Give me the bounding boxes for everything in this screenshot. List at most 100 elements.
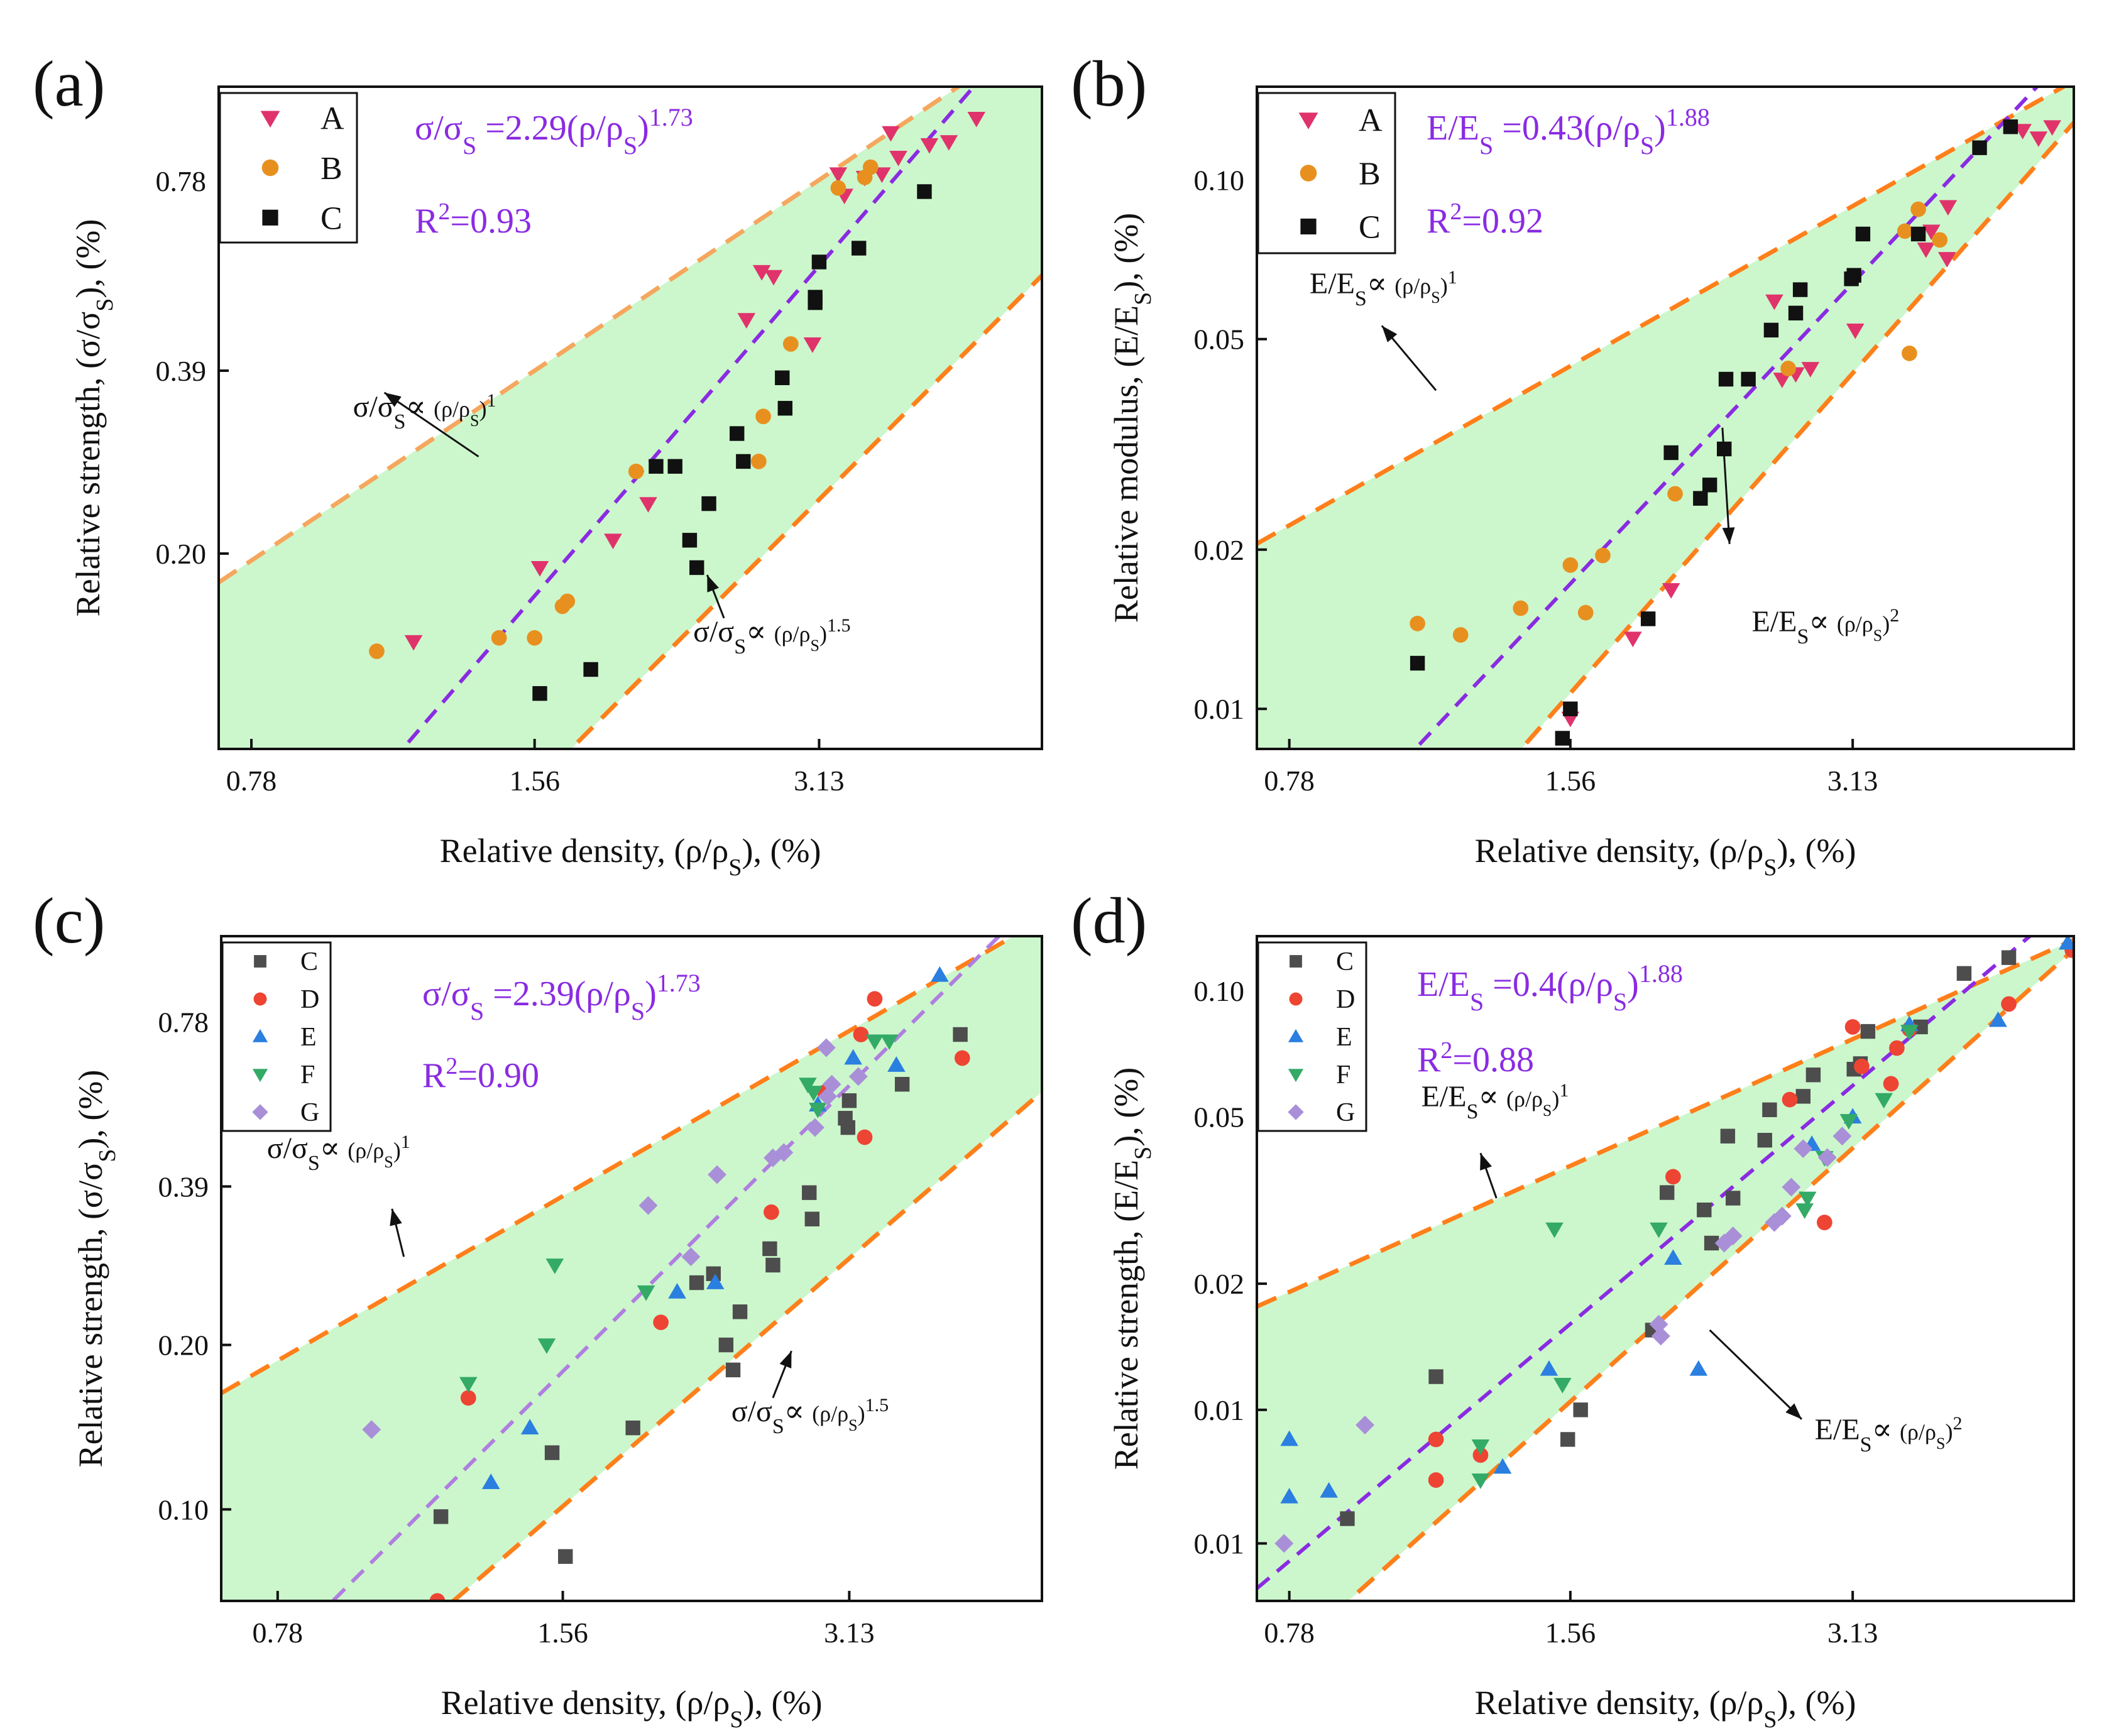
fit-line	[1412, 87, 2040, 749]
data-point	[848, 1067, 868, 1086]
data-point	[804, 1086, 823, 1101]
series-B	[1410, 201, 1948, 643]
data-point	[844, 1049, 862, 1065]
legend-label: B	[320, 151, 342, 187]
data-point	[1428, 1472, 1444, 1488]
plot-area-d	[1257, 936, 2074, 1601]
y-tick-label: 0.78	[158, 1007, 209, 1039]
x-axis-label: Relative density, (ρ/ρS), (%)	[1475, 1684, 1856, 1733]
fit-equation: σ/σS =2.39(ρ/ρS)1.73	[422, 969, 701, 1025]
data-point	[708, 1165, 727, 1184]
data-point	[1902, 346, 1917, 361]
data-point	[554, 598, 571, 614]
data-point	[889, 150, 907, 167]
data-point	[1889, 1040, 1905, 1056]
data-point	[1718, 371, 1734, 387]
panel-b: 0.78 1.56 3.13 0.01 0.02 0.05 0.10 Relative den…	[1071, 48, 2075, 881]
data-point	[764, 1204, 779, 1220]
data-point	[1659, 1185, 1675, 1200]
data-point	[841, 1093, 857, 1108]
panel-d: 0.78 1.56 3.13 0.01 0.01 0.02 0.05 0.10 Relative…	[1071, 885, 2075, 1733]
data-point	[1320, 1482, 1338, 1498]
y-tick-label: 0.78	[156, 165, 207, 197]
legend-marker	[254, 955, 266, 968]
series-C	[532, 184, 932, 701]
data-point	[1553, 1378, 1572, 1394]
legend-marker	[1288, 1104, 1304, 1120]
legend-box	[219, 92, 358, 244]
data-point	[857, 1129, 873, 1145]
data-point	[1560, 1432, 1575, 1447]
data-point	[894, 1077, 910, 1092]
data-point	[1689, 1360, 1708, 1376]
x-axis-label: Relative density, (ρ/ρS), (%)	[441, 1684, 823, 1733]
data-point	[1910, 201, 1926, 217]
annotation-arrow	[1709, 1329, 1803, 1420]
data-point	[1854, 1058, 1870, 1074]
data-point	[689, 560, 704, 576]
data-point	[774, 1143, 794, 1162]
data-point	[706, 1274, 725, 1289]
data-point	[1573, 1402, 1588, 1417]
panel-label: (c)	[33, 885, 105, 957]
data-point	[404, 635, 423, 651]
y-tick-label: 0.39	[156, 355, 207, 387]
legend-marker	[1298, 112, 1318, 129]
legend-marker	[252, 1069, 268, 1083]
legend-marker	[261, 159, 279, 177]
data-point	[1649, 1314, 1668, 1334]
r-squared: R2=0.88	[1417, 1037, 1534, 1079]
x-tick-label: 3.13	[1827, 1617, 1878, 1649]
data-point	[1513, 600, 1529, 616]
data-point	[737, 313, 756, 329]
confidence-band	[221, 936, 1042, 1601]
legend-label: G	[1336, 1098, 1355, 1127]
plot-area-a	[219, 87, 1042, 749]
data-point	[775, 370, 790, 385]
data-point	[1801, 362, 1820, 378]
legend-marker	[252, 1029, 268, 1042]
data-point	[369, 643, 385, 659]
data-point	[1340, 1511, 1355, 1526]
data-point	[2003, 119, 2019, 134]
data-point	[1540, 1360, 1558, 1376]
data-point	[811, 254, 827, 270]
data-point	[867, 991, 883, 1007]
legend-marker	[253, 992, 267, 1006]
data-point	[750, 454, 767, 469]
confidence-band	[1257, 939, 2074, 1601]
data-point	[1772, 1206, 1792, 1226]
data-point	[1563, 701, 1578, 716]
legend-label: B	[1359, 156, 1381, 192]
data-point	[1762, 1102, 1777, 1118]
x-tick-label: 0.78	[253, 1617, 304, 1649]
data-point	[1663, 445, 1679, 461]
data-point	[1651, 1326, 1670, 1346]
data-point	[920, 138, 939, 154]
data-point	[857, 169, 873, 185]
data-point	[1765, 294, 1783, 310]
data-point	[1897, 223, 1913, 239]
data-point	[725, 1362, 741, 1378]
data-point	[583, 662, 598, 677]
data-point	[1773, 373, 1792, 388]
power-law-annotation: σ/σS∝ (ρ/ρS)1	[267, 1131, 410, 1174]
plot-area-c	[221, 936, 1042, 1601]
lower-bound-line	[567, 273, 1042, 749]
legend-box	[221, 941, 332, 1132]
data-point	[752, 265, 771, 281]
data-point	[1846, 323, 1865, 339]
legend-label: A	[1359, 103, 1383, 139]
arrow-head	[1480, 1153, 1492, 1171]
x-tick-label: 0.78	[1264, 765, 1315, 797]
legend-label: C	[1359, 210, 1381, 246]
data-point	[852, 241, 867, 256]
fit-line	[1257, 936, 2033, 1590]
y-tick-label: 0.02	[1194, 1268, 1245, 1300]
data-point	[1782, 1091, 1798, 1108]
data-point	[1910, 226, 1926, 242]
data-point	[1917, 242, 1936, 258]
data-point	[2013, 124, 2032, 139]
data-point	[639, 497, 657, 513]
data-point	[1664, 1249, 1682, 1265]
